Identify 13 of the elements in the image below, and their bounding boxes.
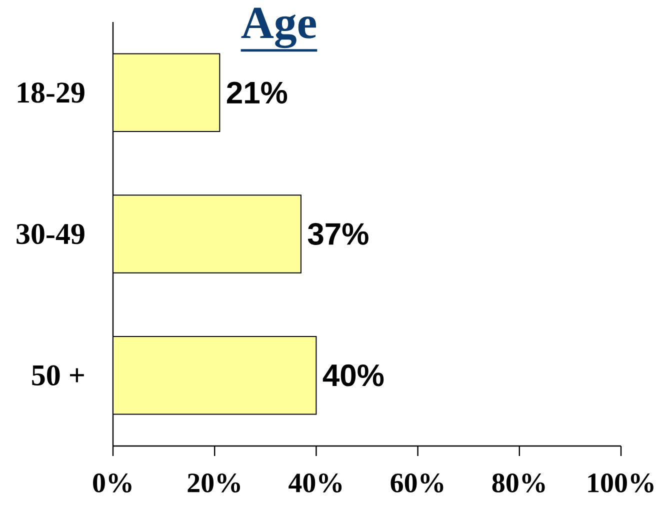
- chart-title: Age: [241, 8, 316, 48]
- data-label: 21%: [226, 82, 288, 104]
- x-tick-label: 100%: [588, 474, 654, 493]
- x-tick-label: 60%: [390, 474, 444, 493]
- x-tick-label: 40%: [288, 474, 342, 493]
- data-label: 40%: [322, 364, 384, 386]
- x-tick-label: 20%: [188, 474, 240, 493]
- y-tick-label: 50 +: [32, 365, 84, 386]
- data-label: 37%: [308, 223, 368, 245]
- y-tick-label: 30-49: [16, 224, 84, 244]
- x-tick-label: 80%: [492, 474, 545, 493]
- x-tick-label: 0%: [93, 474, 132, 493]
- y-tick-label: 18-29: [18, 82, 84, 103]
